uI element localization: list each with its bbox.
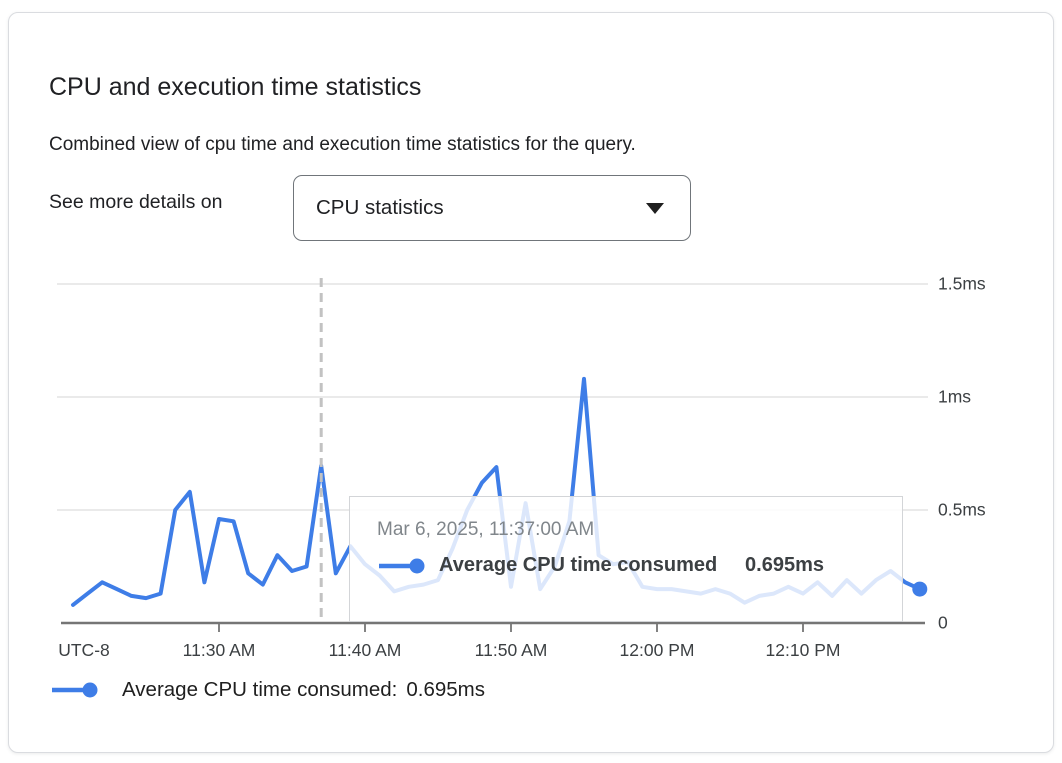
card-subtitle: Combined view of cpu time and execution … <box>49 134 636 155</box>
tooltip-series-value: 0.695ms <box>745 554 824 576</box>
tooltip-series-row: Average CPU time consumed 0.695ms <box>377 554 902 577</box>
y-axis-tick-label: 0 <box>938 612 948 633</box>
x-axis-tick-label: 11:50 AM <box>474 640 548 660</box>
dropdown-selected-value: CPU statistics <box>316 196 444 219</box>
x-axis-tick-label: 12:00 PM <box>619 640 695 660</box>
tooltip-series-label: Average CPU time consumed <box>439 554 718 576</box>
statistics-type-dropdown[interactable]: CPU statistics <box>293 175 691 241</box>
series-line-dot-icon <box>52 682 98 698</box>
chart-tooltip: Mar 6, 2025, 11:37:00 AM Average CPU tim… <box>349 496 903 622</box>
y-axis-tick-label: 0.5ms <box>938 499 986 520</box>
legend-value: 0.695ms <box>406 678 485 701</box>
see-more-label: See more details on <box>49 191 223 213</box>
y-axis-tick-label: 1.5ms <box>938 273 986 294</box>
series-end-dot <box>912 581 928 597</box>
legend-label: Average CPU time consumed: <box>122 678 398 701</box>
chevron-down-icon <box>646 202 664 214</box>
x-axis-tick-label: 12:10 PM <box>765 640 841 660</box>
tooltip-timestamp: Mar 6, 2025, 11:37:00 AM <box>377 519 595 540</box>
x-axis-timezone-label: UTC-8 <box>58 640 110 660</box>
cpu-statistics-card: CPU and execution time statistics Combin… <box>8 12 1054 753</box>
page-title: CPU and execution time statistics <box>49 73 422 101</box>
y-axis-tick-label: 1ms <box>938 386 972 407</box>
legend-item-avg-cpu-time[interactable]: Average CPU time consumed: 0.695ms <box>50 678 485 702</box>
x-axis-tick-label: 11:40 AM <box>328 640 402 660</box>
series-line-dot-icon <box>379 558 425 573</box>
x-axis-tick-label: 11:30 AM <box>182 640 256 660</box>
